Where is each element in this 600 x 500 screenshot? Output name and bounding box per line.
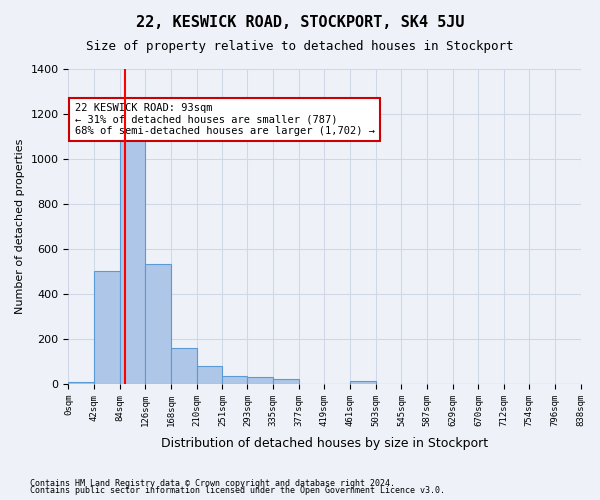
Bar [94,272,120,384]
X-axis label: Distribution of detached houses by size in Stockport: Distribution of detached houses by size … [161,437,488,450]
Bar [350,380,376,384]
Text: 22, KESWICK ROAD, STOCKPORT, SK4 5JU: 22, KESWICK ROAD, STOCKPORT, SK4 5JU [136,15,464,30]
Text: Contains HM Land Registry data © Crown copyright and database right 2024.: Contains HM Land Registry data © Crown c… [30,478,395,488]
Bar [171,348,197,384]
Bar [273,379,299,384]
Y-axis label: Number of detached properties: Number of detached properties [15,139,25,314]
Bar [68,382,94,384]
Bar [197,366,223,384]
Bar [145,264,171,384]
Bar [120,123,145,384]
Text: Contains public sector information licensed under the Open Government Licence v3: Contains public sector information licen… [30,486,445,495]
Bar [247,376,273,384]
Text: 22 KESWICK ROAD: 93sqm
← 31% of detached houses are smaller (787)
68% of semi-de: 22 KESWICK ROAD: 93sqm ← 31% of detached… [74,102,374,136]
Text: Size of property relative to detached houses in Stockport: Size of property relative to detached ho… [86,40,514,53]
Bar [222,376,247,384]
